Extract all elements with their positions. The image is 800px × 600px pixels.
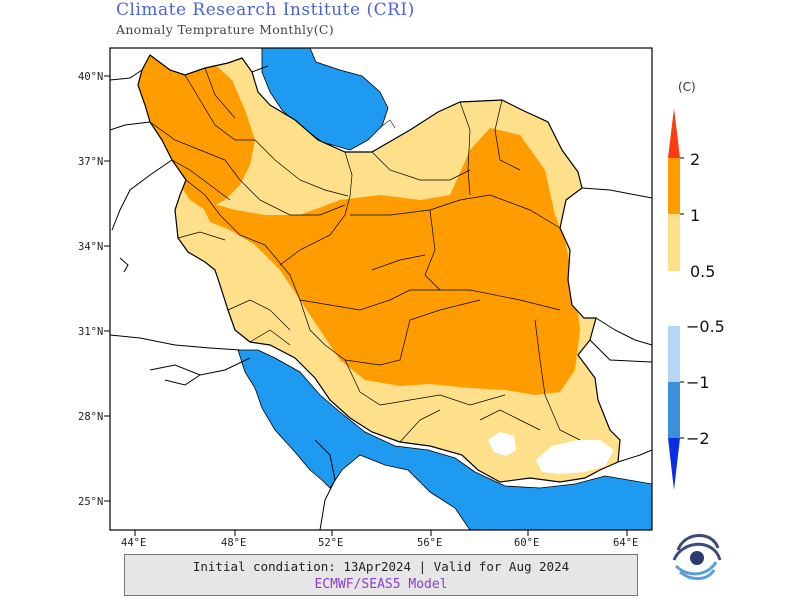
persian-gulf (237, 349, 652, 530)
legend-label-0.5: 0.5 (690, 262, 715, 281)
model-name-text: ECMWF/SEAS5 Model (314, 577, 448, 592)
legend-unit: (C) (678, 80, 696, 94)
color-legend: (C) 2 1 0.5 −0.5 −1 −2 (668, 80, 725, 490)
initial-condition-text: Initial condiation: 13Apr2024 | Valid fo… (192, 559, 570, 574)
map-subtitle: Anomaly Temprature Monthly(C) (116, 22, 334, 37)
legend-swatch-1-2 (668, 158, 680, 214)
legend-label-m1: −1 (686, 373, 710, 392)
lat-label-31: 31°N (78, 326, 103, 338)
legend-swatch-lt-m2 (668, 438, 680, 490)
map-frame (109, 47, 653, 531)
legend-swatch-m05-m1 (668, 326, 680, 382)
lon-label-52: 52°E (318, 537, 343, 549)
lat-label-25: 25°N (78, 496, 103, 508)
footer-info-box: Initial condiation: 13Apr2024 | Valid fo… (124, 554, 638, 596)
map-title: Climate Research Institute (CRI) (116, 0, 415, 20)
lon-label-56: 56°E (417, 537, 442, 549)
caspian-sea (261, 48, 389, 151)
institute-logo (672, 534, 722, 580)
lon-label-44: 44°E (121, 537, 146, 549)
iran-border (137, 54, 621, 483)
legend-label-m2: −2 (686, 429, 710, 448)
anomaly-1-2-central (200, 128, 580, 395)
lat-label-28: 28°N (78, 411, 103, 423)
lon-label-48: 48°E (221, 537, 246, 549)
lat-label-40: 40°N (78, 71, 103, 83)
legend-swatch-0.5-1 (668, 214, 680, 271)
legend-swatch-gt2 (668, 108, 680, 158)
legend-label-1: 1 (690, 206, 700, 225)
lon-label-64: 64°E (613, 537, 638, 549)
lat-label-34: 34°N (78, 241, 103, 253)
lat-ticks (104, 75, 110, 502)
province-borders (149, 67, 581, 443)
legend-label-m05: −0.5 (686, 317, 725, 336)
legend-label-2: 2 (690, 150, 700, 169)
lon-ticks (134, 530, 628, 536)
anomaly-1-2-northwest (138, 55, 255, 210)
legend-swatch-m1-m2 (668, 382, 680, 438)
near-zero-patch (536, 440, 614, 474)
neighbor-borders (110, 65, 652, 530)
near-zero-patch-small (488, 432, 516, 456)
lon-label-60: 60°E (514, 537, 539, 549)
lat-label-37: 37°N (78, 156, 103, 168)
